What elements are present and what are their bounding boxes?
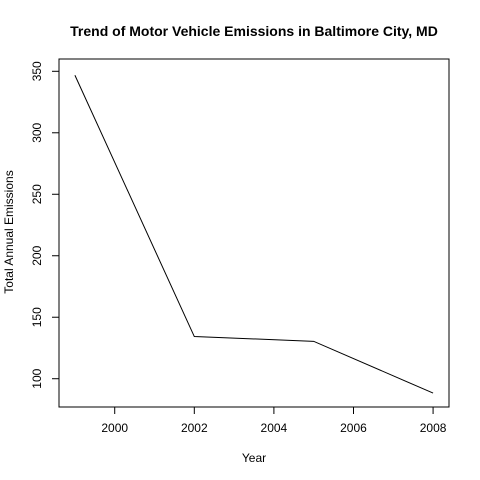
x-tick-label: 2004 <box>261 421 288 435</box>
plot-frame <box>58 58 450 408</box>
y-tick-label: 200 <box>30 245 44 265</box>
x-axis-label: Year <box>242 451 266 465</box>
x-tick-label: 2008 <box>420 421 447 435</box>
y-tick-label: 250 <box>30 184 44 204</box>
x-tick-label: 2000 <box>101 421 128 435</box>
series-line <box>74 75 434 394</box>
y-tick-label: 100 <box>30 368 44 388</box>
x-axis: 2000 2002 2004 2006 2008 <box>101 407 447 435</box>
y-axis: 100 150 200 250 300 350 <box>30 61 59 389</box>
y-axis-label: Total Annual Emissions <box>2 170 16 293</box>
series-group <box>74 75 434 394</box>
chart-title: Trend of Motor Vehicle Emissions in Balt… <box>70 23 438 39</box>
y-tick-label: 300 <box>30 122 44 142</box>
x-tick-label: 2002 <box>181 421 208 435</box>
y-tick-label: 350 <box>30 61 44 81</box>
x-tick-label: 2006 <box>340 421 367 435</box>
y-tick-label: 150 <box>30 307 44 327</box>
